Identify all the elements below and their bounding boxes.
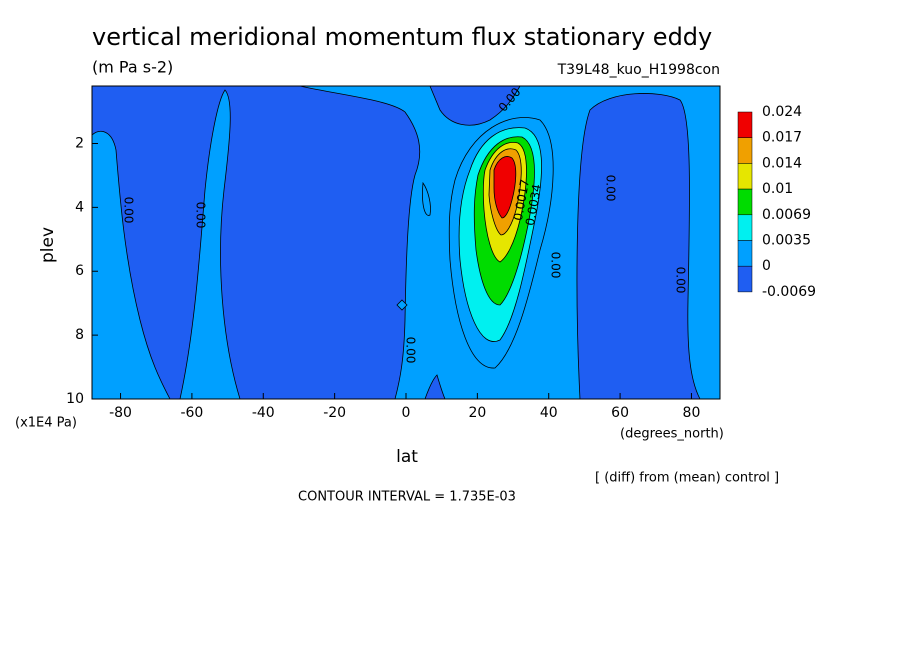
colorbar-box <box>737 214 753 241</box>
contour-label: 0.00 <box>604 175 618 202</box>
region <box>576 93 701 400</box>
colorbar-label: -0.0069 <box>762 284 816 300</box>
colorbar-box <box>737 163 753 190</box>
x-unit: (degrees_north) <box>620 427 724 442</box>
colorbar-label: 0.01 <box>762 181 793 197</box>
x-tick-label: -20 <box>323 405 346 421</box>
x-tick-label: -80 <box>109 405 132 421</box>
x-axis-label: lat <box>396 447 418 467</box>
y-tick-label: 4 <box>75 199 84 215</box>
y-unit: (x1E4 Pa) <box>15 416 77 431</box>
chart-subtitle: (m Pa s-2) <box>92 58 173 77</box>
run-label: T39L48_kuo_H1998con <box>557 62 720 78</box>
colorbar-box <box>737 265 753 293</box>
colorbar-label: 0.017 <box>762 130 802 146</box>
region <box>91 130 171 400</box>
colorbar-label: 0.0069 <box>762 207 811 223</box>
y-tick-label: 6 <box>75 263 84 279</box>
region <box>396 299 408 311</box>
colorbar-box <box>737 111 753 138</box>
contour-label: 0.00 <box>674 267 688 294</box>
note: [ (diff) from (mean) control ] <box>595 471 779 486</box>
colorbar-label: 0 <box>762 258 771 274</box>
x-tick-label: -60 <box>180 405 203 421</box>
colorbar-label: 0.024 <box>762 104 802 120</box>
region <box>429 85 521 126</box>
y-tick-label: 10 <box>66 391 84 407</box>
y-axis-label: plev <box>38 227 58 263</box>
x-tick-label: 80 <box>683 405 701 421</box>
region <box>179 89 241 400</box>
contour-label: 0.00 <box>194 202 208 229</box>
region <box>91 85 421 400</box>
contour-field <box>91 85 720 400</box>
contour-label: 0.00 <box>549 252 563 279</box>
contour-label: 0.00 <box>404 337 418 364</box>
colorbar-label: 0.014 <box>762 155 802 171</box>
colorbar-box <box>737 137 753 164</box>
colorbar-label: 0.0035 <box>762 233 811 249</box>
x-tick-label: 40 <box>540 405 558 421</box>
x-tick-label: 60 <box>611 405 629 421</box>
contour-interval: CONTOUR INTERVAL = 1.735E-03 <box>298 490 516 505</box>
x-tick-label: 0 <box>402 405 411 421</box>
chart-title: vertical meridional momentum flux statio… <box>92 23 712 51</box>
contour-label: 0.00 <box>122 197 136 224</box>
region <box>422 181 431 216</box>
colorbar-box <box>737 188 753 216</box>
colorbar-box <box>737 240 753 267</box>
y-tick-label: 8 <box>75 327 84 343</box>
x-tick-label: -40 <box>252 405 275 421</box>
y-tick-label: 2 <box>75 135 84 151</box>
x-tick-label: 20 <box>468 405 486 421</box>
region <box>424 374 446 400</box>
region <box>493 156 517 219</box>
